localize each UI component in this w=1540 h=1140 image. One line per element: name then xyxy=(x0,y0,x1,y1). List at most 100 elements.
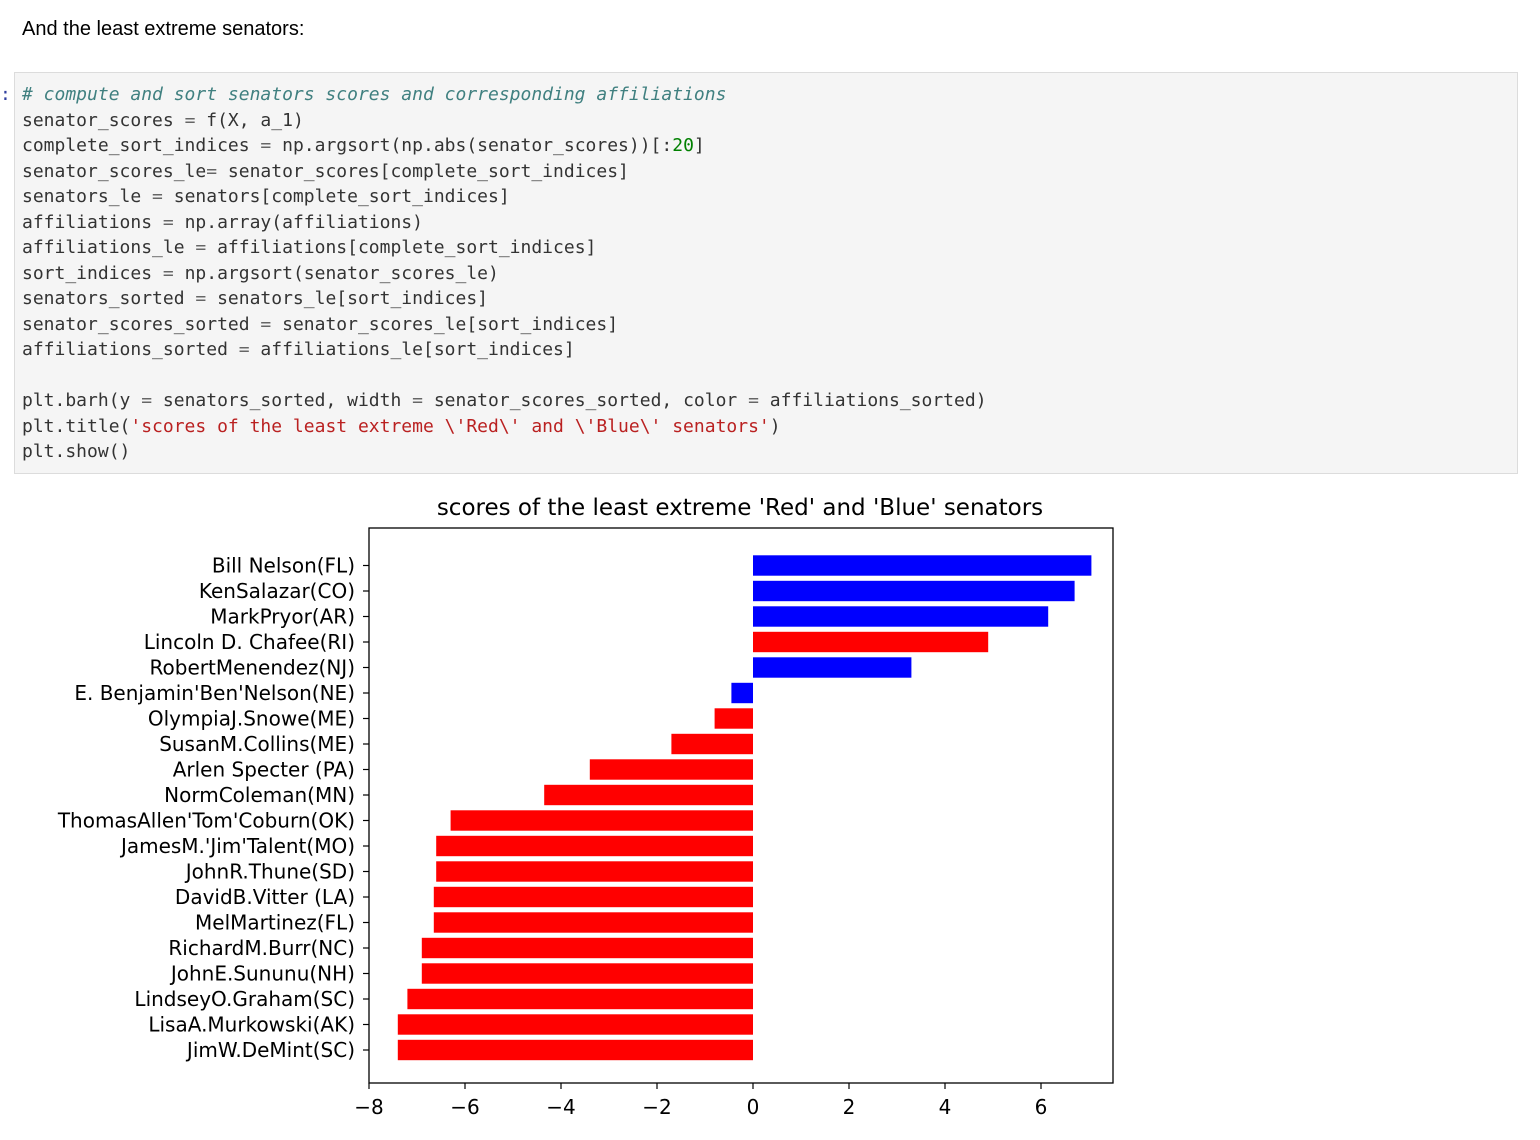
markdown-text: And the least extreme senators: xyxy=(22,18,305,40)
y-tick-label: Bill Nelson(FL) xyxy=(212,554,355,578)
y-tick-label: LisaA.Murkowski(AK) xyxy=(148,1013,355,1037)
bar xyxy=(397,1039,753,1061)
code-token: affiliations_sorted xyxy=(22,339,239,360)
bar xyxy=(753,580,1075,602)
y-tick-label: RichardM.Burr(NC) xyxy=(168,936,355,960)
code-token: ) xyxy=(769,415,781,437)
code-token: senators_le[sort_indices] xyxy=(206,288,488,309)
code-line: sort_indices = np.argsort(senator_scores… xyxy=(22,261,987,287)
code-token: affiliations_le xyxy=(22,237,196,258)
code-token: affiliations_sorted) xyxy=(758,390,987,411)
axes-frame xyxy=(368,527,1114,1084)
bar xyxy=(421,963,753,984)
code-token: = xyxy=(162,211,174,233)
code-token: senators_sorted, width xyxy=(152,390,413,411)
code-token: senator_scores_le xyxy=(22,160,207,182)
y-tick-label: Arlen Specter (PA) xyxy=(173,758,355,782)
x-tick-label: 4 xyxy=(939,1095,952,1119)
bar xyxy=(731,682,753,704)
code-line: senators_sorted = senators_le[sort_indic… xyxy=(22,286,987,312)
code-token: ] xyxy=(693,135,705,156)
bar xyxy=(671,733,753,755)
code-token: np.array(affiliations) xyxy=(173,211,423,233)
code-token: = xyxy=(260,313,272,335)
code-cell[interactable]: # compute and sort senators scores and c… xyxy=(14,72,1518,474)
code-token: = xyxy=(195,237,207,258)
chart-title: scores of the least extreme 'Red' and 'B… xyxy=(437,495,1043,521)
code-token: sort_indices xyxy=(22,262,163,284)
code-line: plt.barh(y = senators_sorted, width = se… xyxy=(22,388,987,414)
bar xyxy=(433,912,753,933)
code-token: senator_scores_sorted xyxy=(22,313,261,335)
code-line: affiliations_sorted = affiliations_le[so… xyxy=(22,337,987,363)
x-tick-label: 2 xyxy=(843,1095,856,1119)
code-line: senator_scores_sorted = senator_scores_l… xyxy=(22,312,987,338)
code-line: # compute and sort senators scores and c… xyxy=(22,82,987,108)
y-tick-label: JohnE.Sununu(NH) xyxy=(169,962,355,986)
y-tick-label: LindseyO.Graham(SC) xyxy=(134,987,355,1011)
bar xyxy=(450,810,753,831)
code-token: np.argsort(np.abs(senator_scores))[: xyxy=(271,135,673,156)
code-line: plt.title('scores of the least extreme \… xyxy=(22,414,987,440)
code-token: plt.title( xyxy=(22,415,131,437)
code-token: = xyxy=(195,288,207,309)
code-line: complete_sort_indices = np.argsort(np.ab… xyxy=(22,133,987,159)
code-token: senator_scores[complete_sort_indices] xyxy=(217,160,629,182)
bar xyxy=(407,988,753,1010)
code-editor[interactable]: # compute and sort senators scores and c… xyxy=(22,82,987,465)
bars-group xyxy=(397,555,1092,1061)
y-tick-label: NormColeman(MN) xyxy=(164,783,355,807)
bar xyxy=(753,657,912,678)
y-tick-label: OlympiaJ.Snowe(ME) xyxy=(148,707,355,731)
code-token: = xyxy=(238,339,250,360)
bar-chart: scores of the least extreme 'Red' and 'B… xyxy=(57,495,1114,1119)
bar xyxy=(421,937,753,959)
y-tick-label: JimW.DeMint(SC) xyxy=(185,1038,355,1062)
code-token: senator_scores_sorted, color xyxy=(423,390,749,411)
bar xyxy=(753,631,989,653)
y-axis-ticks: JimW.DeMint(SC)LisaA.Murkowski(AK)Lindse… xyxy=(57,554,369,1062)
y-tick-label: Lincoln D. Chafee(RI) xyxy=(144,630,355,654)
bar xyxy=(753,555,1092,576)
code-line xyxy=(22,363,987,389)
bar xyxy=(544,784,753,806)
code-token: # compute and sort senators scores and c… xyxy=(22,84,727,105)
x-tick-label: −2 xyxy=(642,1095,671,1119)
code-token: senators[complete_sort_indices] xyxy=(162,186,510,207)
code-token: = xyxy=(184,109,196,131)
x-axis-ticks: −8 −6 −4 −2 0 2 4 6 xyxy=(354,1083,1047,1119)
code-token: = xyxy=(152,186,163,207)
code-token: = xyxy=(141,390,153,411)
bar xyxy=(714,708,753,729)
y-tick-label: SusanM.Collins(ME) xyxy=(159,732,355,756)
code-token: complete_sort_indices xyxy=(22,135,261,156)
x-tick-label: −8 xyxy=(354,1095,383,1119)
code-line: affiliations_le = affiliations[complete_… xyxy=(22,235,987,261)
code-token: senator_scores_le[sort_indices] xyxy=(271,313,619,335)
cell-output: scores of the least extreme 'Red' and 'B… xyxy=(0,488,1540,1140)
x-tick-label: −4 xyxy=(546,1095,575,1119)
bar xyxy=(433,886,753,908)
y-tick-label: MarkPryor(AR) xyxy=(210,605,355,629)
bar xyxy=(436,861,753,882)
code-token: = xyxy=(206,160,218,182)
code-token: 20 xyxy=(672,135,694,156)
cell-prompt: : xyxy=(0,84,11,105)
y-tick-label: RobertMenendez(NJ) xyxy=(150,656,355,680)
bar xyxy=(753,606,1049,627)
code-token: affiliations xyxy=(22,211,163,233)
y-tick-label: DavidB.Vitter (LA) xyxy=(175,885,355,909)
code-line: senator_scores_le= senator_scores[comple… xyxy=(22,159,987,185)
y-tick-label: ThomasAllen'Tom'Coburn(OK) xyxy=(57,809,355,833)
code-token: senator_scores xyxy=(22,109,185,131)
code-token: = xyxy=(748,390,759,411)
y-tick-label: MelMartinez(FL) xyxy=(195,911,355,935)
code-token: senators_sorted xyxy=(22,288,196,309)
code-token: = xyxy=(260,135,272,156)
y-tick-label: JamesM.'Jim'Talent(MO) xyxy=(119,834,355,858)
bar xyxy=(589,759,753,780)
code-line: affiliations = np.array(affiliations) xyxy=(22,210,987,236)
code-line: senators_le = senators[complete_sort_ind… xyxy=(22,184,987,210)
y-tick-label: JohnR.Thune(SD) xyxy=(184,860,355,884)
y-tick-label: E. Benjamin'Ben'Nelson(NE) xyxy=(74,681,355,705)
